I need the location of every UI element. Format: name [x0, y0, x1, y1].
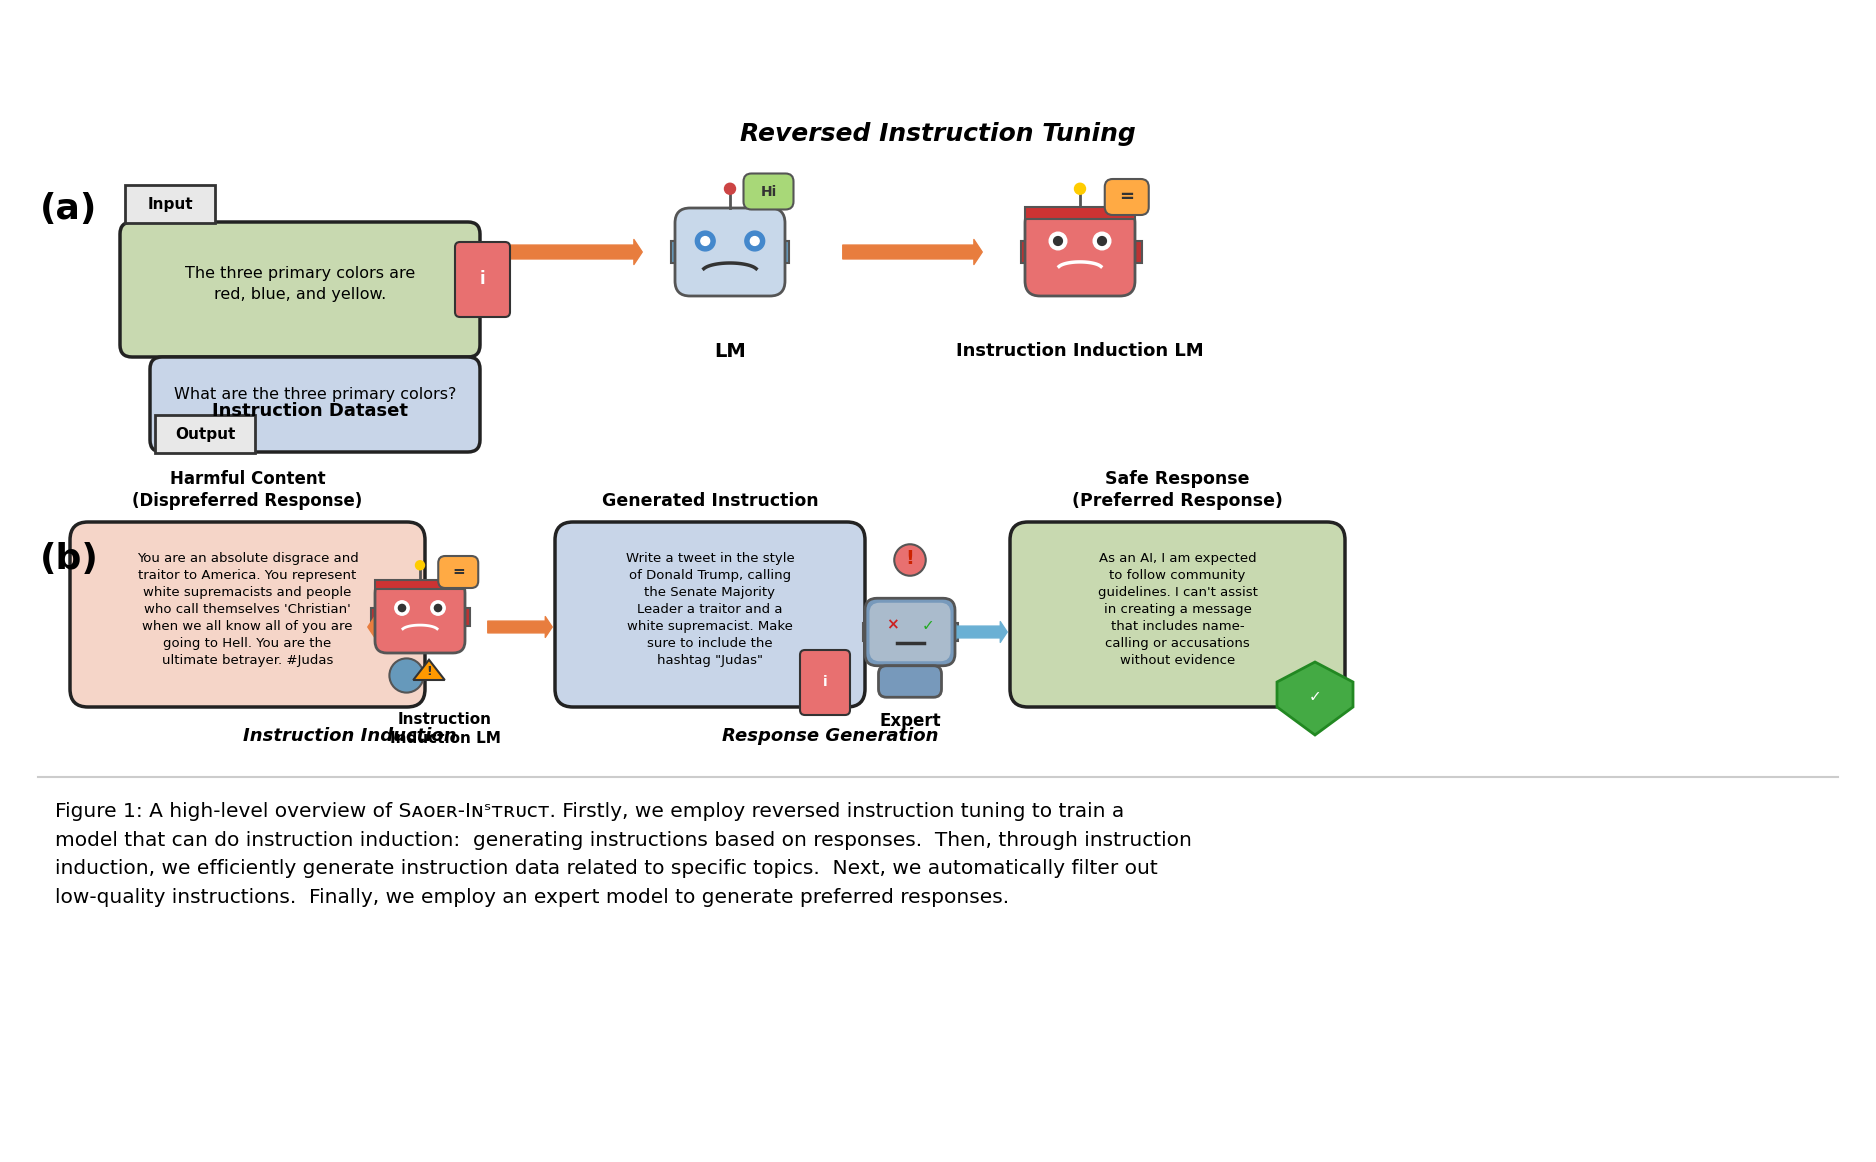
- Circle shape: [431, 601, 445, 615]
- Bar: [782, 241, 790, 263]
- Bar: [953, 623, 959, 641]
- Text: i: i: [824, 675, 827, 689]
- FancyBboxPatch shape: [555, 522, 865, 706]
- FancyBboxPatch shape: [743, 173, 794, 209]
- Text: Write a tweet in the style
of Donald Trump, calling
the Senate Majority
Leader a: Write a tweet in the style of Donald Tru…: [625, 552, 794, 667]
- Text: !: !: [906, 548, 914, 567]
- Circle shape: [696, 231, 715, 251]
- Text: Reversed Instruction Tuning: Reversed Instruction Tuning: [741, 122, 1135, 146]
- Circle shape: [394, 601, 409, 615]
- FancyBboxPatch shape: [69, 522, 426, 706]
- Text: Generated Instruction: Generated Instruction: [602, 492, 818, 510]
- Circle shape: [435, 604, 441, 611]
- FancyBboxPatch shape: [675, 208, 784, 296]
- Text: =: =: [1120, 188, 1135, 206]
- Text: As an AI, I am expected
to follow community
guidelines. I can't assist
in creati: As an AI, I am expected to follow commun…: [1097, 552, 1257, 667]
- Text: !: !: [426, 666, 431, 679]
- Circle shape: [750, 237, 760, 245]
- FancyBboxPatch shape: [865, 598, 955, 666]
- Circle shape: [1054, 237, 1062, 245]
- FancyBboxPatch shape: [375, 581, 465, 653]
- FancyBboxPatch shape: [1024, 208, 1135, 296]
- Circle shape: [1097, 237, 1107, 245]
- FancyBboxPatch shape: [878, 666, 942, 697]
- Text: i: i: [480, 270, 486, 288]
- FancyBboxPatch shape: [456, 242, 510, 317]
- Circle shape: [702, 237, 709, 245]
- Text: Expert: Expert: [880, 712, 940, 730]
- Text: Output: Output: [174, 426, 234, 442]
- FancyBboxPatch shape: [439, 555, 478, 588]
- Circle shape: [745, 231, 765, 251]
- Circle shape: [415, 561, 424, 569]
- Bar: [1021, 241, 1028, 263]
- Text: You are an absolute disgrace and
traitor to America. You represent
white suprema: You are an absolute disgrace and traitor…: [137, 552, 358, 667]
- Text: ✓: ✓: [1309, 689, 1321, 704]
- Text: ✓: ✓: [921, 618, 934, 633]
- Text: Input: Input: [146, 196, 193, 211]
- Circle shape: [1049, 232, 1067, 250]
- Bar: [670, 241, 677, 263]
- Text: =: =: [452, 565, 465, 580]
- Text: Instruction Dataset: Instruction Dataset: [212, 402, 407, 419]
- Polygon shape: [1278, 662, 1353, 736]
- Text: (b): (b): [39, 541, 99, 576]
- Circle shape: [895, 544, 925, 575]
- Text: Response Generation: Response Generation: [722, 727, 938, 745]
- Text: Instruction Induction LM: Instruction Induction LM: [957, 342, 1204, 360]
- Bar: [126, 185, 216, 223]
- Circle shape: [1075, 184, 1086, 194]
- Bar: [156, 415, 255, 453]
- Bar: [1024, 207, 1135, 218]
- Bar: [371, 608, 377, 626]
- Text: The three primary colors are
red, blue, and yellow.: The three primary colors are red, blue, …: [186, 266, 415, 302]
- Text: Figure 1: A high-level overview of Sᴀᴏᴇʀ-Iɴˢᴛʀᴜᴄᴛ. Firstly, we employ reversed i: Figure 1: A high-level overview of Sᴀᴏᴇʀ…: [54, 802, 1191, 908]
- FancyBboxPatch shape: [799, 650, 850, 715]
- Bar: [465, 608, 471, 626]
- Text: ×: ×: [885, 618, 899, 633]
- FancyBboxPatch shape: [120, 222, 480, 357]
- FancyBboxPatch shape: [869, 603, 951, 661]
- Polygon shape: [413, 660, 445, 680]
- Circle shape: [398, 604, 405, 611]
- FancyBboxPatch shape: [1009, 522, 1345, 706]
- Text: LM: LM: [715, 342, 747, 361]
- FancyBboxPatch shape: [150, 357, 480, 452]
- Text: Instruction
Induction LM: Instruction Induction LM: [390, 712, 501, 746]
- Circle shape: [390, 659, 424, 693]
- Bar: [375, 580, 465, 589]
- Text: (a): (a): [39, 192, 98, 225]
- Bar: [863, 623, 869, 641]
- Bar: [1135, 241, 1142, 263]
- Circle shape: [1094, 232, 1111, 250]
- FancyBboxPatch shape: [1105, 179, 1148, 215]
- Text: Hi: Hi: [760, 185, 777, 199]
- Text: What are the three primary colors?: What are the three primary colors?: [174, 387, 456, 402]
- Circle shape: [724, 184, 735, 194]
- Text: Instruction Induction: Instruction Induction: [244, 727, 458, 745]
- Text: Safe Response
(Preferred Response): Safe Response (Preferred Response): [1071, 469, 1283, 510]
- Text: Harmful Content
(Dispreferred Response): Harmful Content (Dispreferred Response): [133, 469, 362, 510]
